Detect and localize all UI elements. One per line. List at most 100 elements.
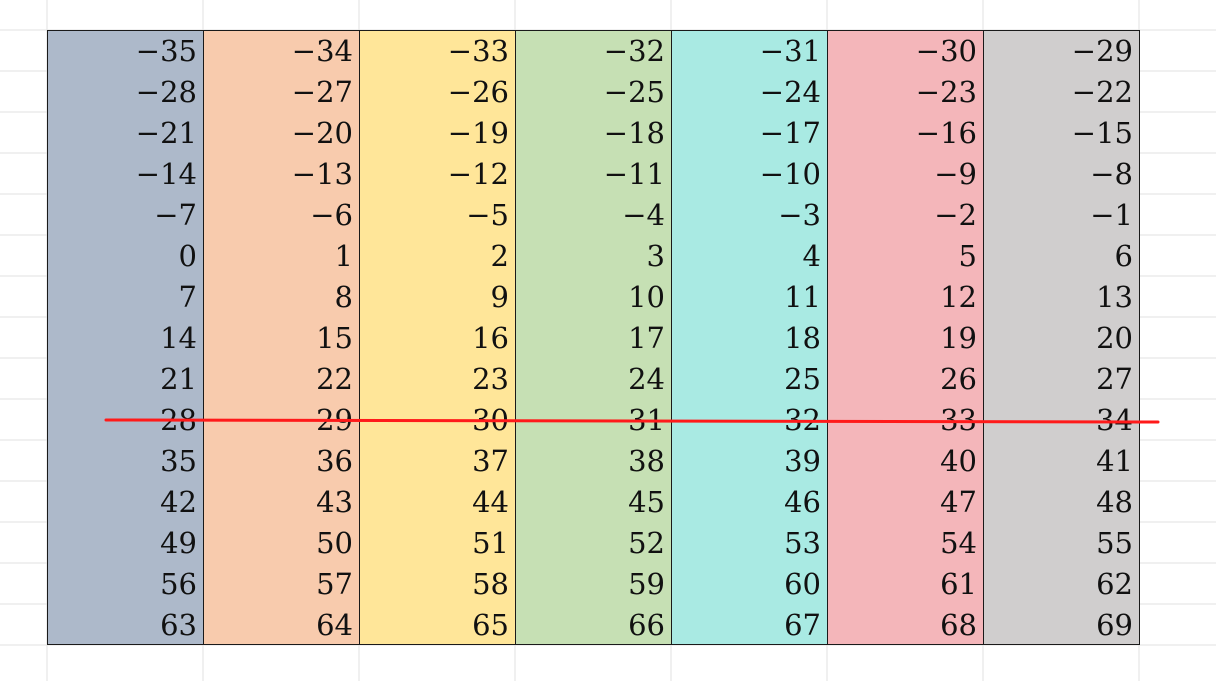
cell[interactable]: 57 (316, 567, 353, 601)
cell[interactable]: 17 (628, 321, 665, 355)
cell[interactable]: 33 (940, 403, 977, 437)
cell[interactable]: −34 (291, 34, 353, 68)
cell[interactable]: 56 (160, 567, 197, 601)
cell[interactable]: −29 (1071, 34, 1133, 68)
cell[interactable]: −31 (759, 34, 821, 68)
cell[interactable]: −14 (135, 157, 197, 191)
column-5[interactable]: −31 −24 −17 −10 −3 4 11 18 25 32 39 46 5… (672, 31, 828, 644)
cell[interactable]: 69 (1096, 608, 1133, 642)
cell[interactable]: 19 (940, 321, 977, 355)
cell[interactable]: 11 (784, 280, 821, 314)
cell[interactable]: −20 (291, 116, 353, 150)
cell[interactable]: −6 (310, 198, 353, 232)
cell[interactable]: 8 (334, 280, 353, 314)
cell[interactable]: 49 (160, 526, 197, 560)
cell[interactable]: 67 (784, 608, 821, 642)
cell[interactable]: −19 (447, 116, 509, 150)
cell[interactable]: −2 (934, 198, 977, 232)
cell[interactable]: 13 (1096, 280, 1133, 314)
cell[interactable]: −27 (291, 75, 353, 109)
column-1[interactable]: −35 −28 −21 −14 −7 0 7 14 21 28 35 42 49… (48, 31, 204, 644)
cell[interactable]: −7 (154, 198, 197, 232)
cell[interactable]: 20 (1096, 321, 1133, 355)
cell[interactable]: −26 (447, 75, 509, 109)
cell[interactable]: 22 (316, 362, 353, 396)
cell[interactable]: −9 (934, 157, 977, 191)
cell[interactable]: 12 (940, 280, 977, 314)
cell[interactable]: 48 (1096, 485, 1133, 519)
cell[interactable]: 27 (1096, 362, 1133, 396)
cell[interactable]: 44 (472, 485, 509, 519)
cell[interactable]: 42 (160, 485, 197, 519)
cell[interactable]: 38 (628, 444, 665, 478)
cell[interactable]: −4 (622, 198, 665, 232)
cell[interactable]: 14 (160, 321, 197, 355)
cell[interactable]: −23 (915, 75, 977, 109)
cell[interactable]: 46 (784, 485, 821, 519)
cell[interactable]: −33 (447, 34, 509, 68)
cell[interactable]: −13 (291, 157, 353, 191)
cell[interactable]: −30 (915, 34, 977, 68)
cell[interactable]: 47 (940, 485, 977, 519)
cell[interactable]: 0 (178, 239, 197, 273)
cell[interactable]: 66 (628, 608, 665, 642)
cell[interactable]: −21 (135, 116, 197, 150)
column-6[interactable]: −30 −23 −16 −9 −2 5 12 19 26 33 40 47 54… (828, 31, 984, 644)
cell[interactable]: 61 (940, 567, 977, 601)
cell[interactable]: 60 (784, 567, 821, 601)
cell[interactable]: 4 (802, 239, 821, 273)
cell[interactable]: 40 (940, 444, 977, 478)
cell[interactable]: 26 (940, 362, 977, 396)
cell[interactable]: 34 (1096, 403, 1133, 437)
cell[interactable]: −35 (135, 34, 197, 68)
cell[interactable]: 36 (316, 444, 353, 478)
column-2[interactable]: −34 −27 −20 −13 −6 1 8 15 22 29 36 43 50… (204, 31, 360, 644)
cell[interactable]: 10 (628, 280, 665, 314)
cell[interactable]: −5 (466, 198, 509, 232)
cell[interactable]: −25 (603, 75, 665, 109)
cell[interactable]: 52 (628, 526, 665, 560)
cell[interactable]: 30 (472, 403, 509, 437)
cell[interactable]: 45 (628, 485, 665, 519)
cell[interactable]: 1 (334, 239, 353, 273)
cell[interactable]: −32 (603, 34, 665, 68)
cell[interactable]: −24 (759, 75, 821, 109)
cell[interactable]: 43 (316, 485, 353, 519)
cell[interactable]: −16 (915, 116, 977, 150)
cell[interactable]: 25 (784, 362, 821, 396)
cell[interactable]: 53 (784, 526, 821, 560)
cell[interactable]: 41 (1096, 444, 1133, 478)
cell[interactable]: −12 (447, 157, 509, 191)
cell[interactable]: 58 (472, 567, 509, 601)
cell[interactable]: −17 (759, 116, 821, 150)
cell[interactable]: 31 (628, 403, 665, 437)
cell[interactable]: 18 (784, 321, 821, 355)
column-7[interactable]: −29 −22 −15 −8 −1 6 13 20 27 34 41 48 55… (984, 31, 1139, 644)
cell[interactable]: −28 (135, 75, 197, 109)
column-4[interactable]: −32 −25 −18 −11 −4 3 10 17 24 31 38 45 5… (516, 31, 672, 644)
cell[interactable]: 5 (958, 239, 977, 273)
cell[interactable]: 15 (316, 321, 353, 355)
cell[interactable]: 6 (1114, 239, 1133, 273)
cell[interactable]: 37 (472, 444, 509, 478)
cell[interactable]: 3 (646, 239, 665, 273)
cell[interactable]: 35 (160, 444, 197, 478)
cell[interactable]: 59 (628, 567, 665, 601)
cell[interactable]: 21 (160, 362, 197, 396)
cell[interactable]: −11 (603, 157, 665, 191)
cell[interactable]: 62 (1096, 567, 1133, 601)
column-3[interactable]: −33 −26 −19 −12 −5 2 9 16 23 30 37 44 51… (360, 31, 516, 644)
cell[interactable]: −8 (1090, 157, 1133, 191)
cell[interactable]: 50 (316, 526, 353, 560)
cell[interactable]: 29 (316, 403, 353, 437)
cell[interactable]: 39 (784, 444, 821, 478)
cell[interactable]: 54 (940, 526, 977, 560)
cell[interactable]: −10 (759, 157, 821, 191)
cell[interactable]: 23 (472, 362, 509, 396)
cell[interactable]: −3 (778, 198, 821, 232)
cell[interactable]: 68 (940, 608, 977, 642)
cell[interactable]: 16 (472, 321, 509, 355)
cell[interactable]: 63 (160, 608, 197, 642)
cell[interactable]: 2 (490, 239, 509, 273)
